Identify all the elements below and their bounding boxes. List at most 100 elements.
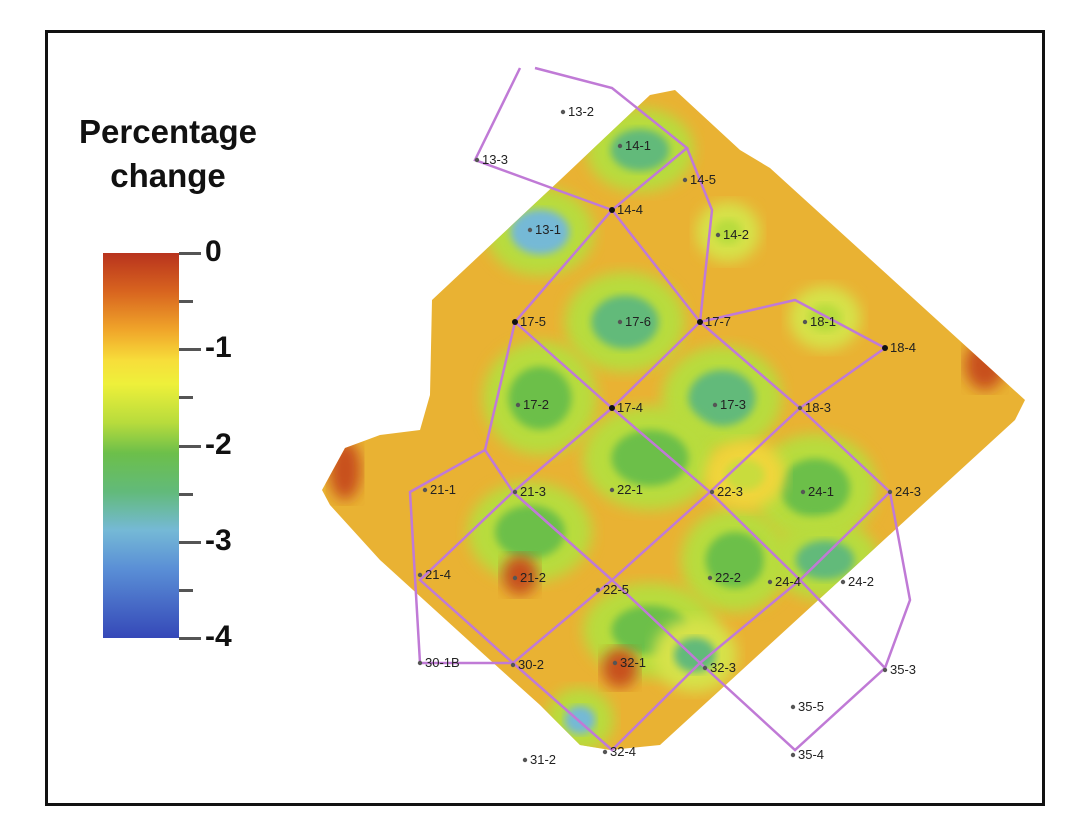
legend-minor-tick xyxy=(179,396,193,400)
well-21-3: 21-3 xyxy=(512,484,546,499)
well-marker xyxy=(709,489,715,495)
legend-title-line2: change xyxy=(110,157,226,194)
well-marker xyxy=(702,665,708,671)
pattern-line xyxy=(512,491,613,581)
legend-tick-label: -1 xyxy=(205,331,232,365)
well-marker xyxy=(712,402,718,408)
well-label: 17-4 xyxy=(617,400,643,415)
low-change-spot xyxy=(965,340,1005,390)
legend-major-tick xyxy=(179,348,201,352)
well-31-2: 31-2 xyxy=(522,752,556,767)
well-marker xyxy=(617,143,623,149)
well-marker xyxy=(882,345,888,351)
well-label: 22-5 xyxy=(603,582,629,597)
change-zone-inner xyxy=(795,540,855,580)
well-18-4: 18-4 xyxy=(882,340,916,355)
well-marker xyxy=(790,752,796,758)
well-17-4: 17-4 xyxy=(609,400,643,415)
well-21-1: 21-1 xyxy=(422,482,456,497)
well-24-3: 24-3 xyxy=(887,484,921,499)
change-zones xyxy=(329,108,1005,750)
well-label: 14-1 xyxy=(625,138,651,153)
well-13-2: 13-2 xyxy=(560,104,594,119)
well-18-1: 18-1 xyxy=(802,314,836,329)
well-13-3: 13-3 xyxy=(474,152,508,167)
legend-colorbar xyxy=(103,253,179,638)
well-marker xyxy=(422,487,428,493)
change-zone-inner xyxy=(780,458,850,518)
legend-minor-tick xyxy=(179,588,193,592)
well-22-3: 22-3 xyxy=(709,484,743,499)
well-label: 24-1 xyxy=(808,484,834,499)
well-label: 18-1 xyxy=(810,314,836,329)
well-label: 13-2 xyxy=(568,104,594,119)
well-label: 32-3 xyxy=(710,660,736,675)
well-30-1B: 30-1B xyxy=(417,655,460,670)
change-zone-inner xyxy=(591,295,659,349)
legend-tick-label: -2 xyxy=(205,427,232,461)
well-marker xyxy=(802,319,808,325)
well-marker xyxy=(887,489,893,495)
legend-major-tick xyxy=(179,444,201,448)
well-marker xyxy=(715,232,721,238)
well-marker xyxy=(515,402,521,408)
well-22-1: 22-1 xyxy=(609,482,643,497)
well-marker xyxy=(512,489,518,495)
well-35-5: 35-5 xyxy=(790,699,824,714)
change-zone-inner xyxy=(610,129,670,171)
well-label: 21-2 xyxy=(520,570,546,585)
well-label: 18-4 xyxy=(890,340,916,355)
well-label: 35-4 xyxy=(798,747,824,762)
well-marker xyxy=(697,319,703,325)
change-zone-inner xyxy=(611,430,689,486)
well-label: 31-2 xyxy=(530,752,556,767)
legend-major-tick xyxy=(179,637,201,640)
well-21-2: 21-2 xyxy=(512,570,546,585)
well-marker xyxy=(417,572,423,578)
well-17-2: 17-2 xyxy=(515,397,549,412)
change-zone-inner xyxy=(688,370,756,426)
well-label: 18-3 xyxy=(805,400,831,415)
well-24-4: 24-4 xyxy=(767,574,801,589)
legend-minor-tick xyxy=(179,492,193,496)
well-marker xyxy=(882,667,888,673)
well-label: 24-4 xyxy=(775,574,801,589)
well-marker xyxy=(800,489,806,495)
well-marker xyxy=(522,757,528,763)
well-label: 14-4 xyxy=(617,202,643,217)
pattern-line xyxy=(799,579,886,669)
well-label: 30-2 xyxy=(518,657,544,672)
pattern-line xyxy=(512,491,912,752)
well-14-2: 14-2 xyxy=(715,227,749,242)
change-zone-inner xyxy=(714,219,742,245)
well-marker xyxy=(609,207,615,213)
percentage-change-surface xyxy=(322,90,1025,750)
well-35-3: 35-3 xyxy=(882,662,916,677)
well-30-2: 30-2 xyxy=(510,657,544,672)
well-marker xyxy=(707,575,713,581)
well-label: 21-1 xyxy=(430,482,456,497)
well-marker xyxy=(840,579,846,585)
well-label: 22-3 xyxy=(717,484,743,499)
well-14-1: 14-1 xyxy=(617,138,651,153)
well-marker xyxy=(612,660,618,666)
well-32-4: 32-4 xyxy=(602,744,636,759)
well-marker xyxy=(767,579,773,585)
low-change-spot xyxy=(502,555,538,595)
well-17-3: 17-3 xyxy=(712,397,746,412)
legend-minor-tick xyxy=(179,300,193,304)
well-17-7: 17-7 xyxy=(697,314,731,329)
well-label: 32-4 xyxy=(610,744,636,759)
well-marker xyxy=(609,487,615,493)
well-label: 17-7 xyxy=(705,314,731,329)
low-change-spot xyxy=(602,648,638,688)
well-label: 35-5 xyxy=(798,699,824,714)
legend-tick-label: -4 xyxy=(205,620,232,653)
well-32-3: 32-3 xyxy=(702,660,736,675)
legend-major-tick xyxy=(179,252,201,255)
well-label: 17-2 xyxy=(523,397,549,412)
well-17-6: 17-6 xyxy=(617,314,651,329)
well-label: 13-3 xyxy=(482,152,508,167)
well-label: 32-1 xyxy=(620,655,646,670)
well-marker xyxy=(510,662,516,668)
